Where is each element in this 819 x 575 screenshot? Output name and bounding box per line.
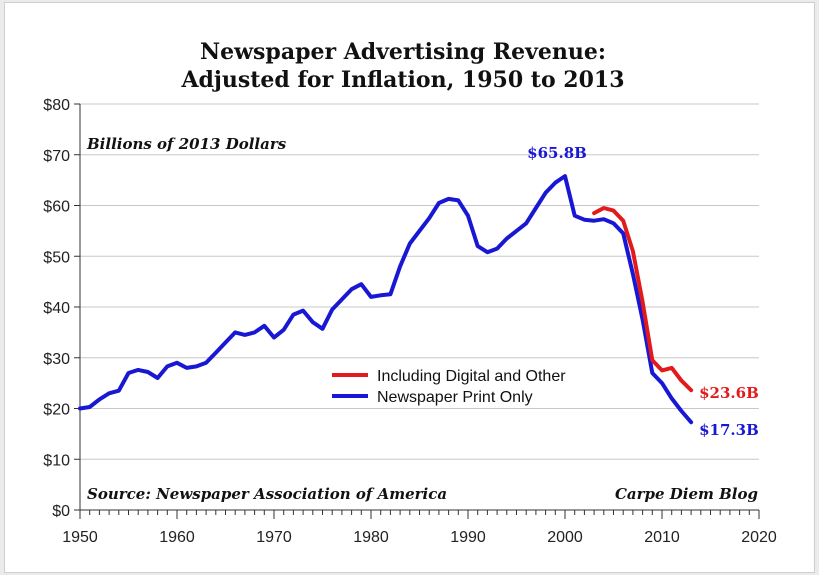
chart-frame	[4, 2, 815, 573]
annotations: $65.8B $23.6B $17.3B	[527, 144, 759, 439]
y-tick-label: $20	[43, 402, 70, 419]
annotation-label: $17.3B	[699, 421, 759, 439]
x-tick-label: 2010	[644, 529, 680, 546]
y-tick-label: $30	[43, 351, 70, 368]
x-tick-label: 1990	[450, 529, 486, 546]
legend-label-print: Newspaper Print Only	[377, 389, 533, 406]
annotation-label: $23.6B	[699, 384, 759, 402]
legend-label-digital: Including Digital and Other	[377, 368, 566, 385]
y-tick-label: $40	[43, 300, 70, 317]
legend: Including Digital and Other Newspaper Pr…	[332, 368, 566, 406]
credit-note: Carpe Diem Blog	[615, 485, 758, 503]
series-line-print	[78, 174, 694, 425]
gridlines	[80, 103, 759, 460]
chart-title-line-1: Newspaper Advertising Revenue:	[200, 39, 606, 65]
y-tick-label: $70	[43, 148, 70, 165]
y-tick-label: $0	[52, 503, 70, 520]
axes: $0 $10 $20 $30 $40 $50 $60 $70 $80 1950 1960 1970 19…	[43, 97, 777, 546]
chart-title-line-2: Adjusted for Inflation, 1950 to 2013	[180, 67, 624, 93]
x-tick-label: 1970	[256, 529, 292, 546]
source-note: Source: Newspaper Association of America	[87, 485, 447, 503]
series-line-digital	[592, 206, 694, 393]
x-tick-label: 2000	[547, 529, 583, 546]
x-tick-label: 1980	[353, 529, 389, 546]
x-tick-label: 1960	[159, 529, 195, 546]
units-note: Billions of 2013 Dollars	[86, 135, 287, 153]
y-tick-label: $60	[43, 199, 70, 216]
x-tick-label: 1950	[62, 529, 98, 546]
x-tick-label: 2020	[741, 529, 777, 546]
annotation-label: $65.8B	[527, 144, 587, 162]
y-tick-label: $50	[43, 249, 70, 266]
series-layer	[78, 174, 694, 425]
y-tick-label: $80	[43, 97, 70, 114]
y-tick-label: $10	[43, 452, 70, 469]
